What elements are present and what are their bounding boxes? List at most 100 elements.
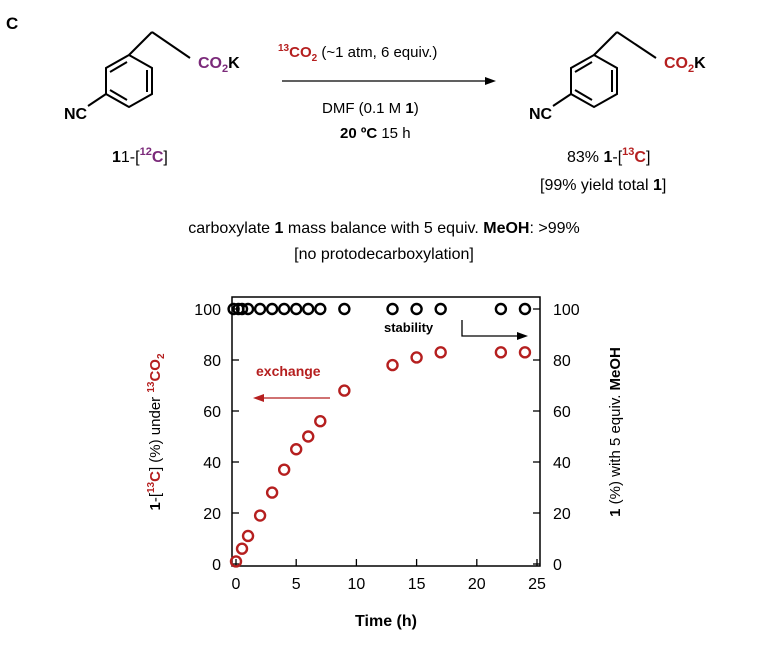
solvent-suffix: ): [414, 100, 419, 117]
reagent-isotope-mass: 13: [278, 43, 290, 54]
exchange-point: [265, 486, 279, 499]
stability-point: [241, 302, 255, 316]
stability-point: [494, 302, 508, 316]
exchange-point: [434, 346, 447, 359]
note-bold-meoh: MeOH: [483, 220, 529, 237]
reactant-isotope-mass: 12: [140, 146, 152, 158]
product-label-suffix: ]: [646, 149, 650, 166]
x-axis: 0 5 10 15 20 25: [232, 559, 546, 593]
ylabel-left-p8: 2: [156, 353, 167, 359]
y-axis-right: 0 20 40 60 80 100: [533, 302, 580, 574]
reagent-co-text: CO: [289, 44, 312, 61]
x-axis-label: Time (h): [355, 613, 417, 630]
ylabel-left-p7: CO: [147, 359, 164, 382]
stability-point: [290, 302, 303, 316]
stability-point: [265, 302, 279, 316]
product-number: 1: [603, 149, 612, 166]
stability-point: [518, 302, 532, 316]
y-tick-label-left: 40: [203, 455, 221, 472]
exchange-point: [410, 351, 423, 364]
reaction-time: 15 h: [377, 125, 410, 142]
y-tick-label-right: 40: [553, 455, 571, 472]
exchange-point: [235, 542, 249, 555]
reactant-label-prefix: 1-[: [121, 149, 140, 166]
x-tick-label: 5: [292, 576, 301, 593]
note-mid: mass balance with 5 equiv.: [283, 220, 483, 237]
ylabel-right-meoh: MeOH: [607, 347, 624, 390]
reactant-isotope-element: C: [152, 149, 164, 166]
reagent-co2-subscript: 2: [312, 53, 318, 64]
product-k-text: K: [694, 55, 706, 72]
reactant-nc-label: NC: [64, 106, 88, 123]
reactant-k-text: K: [228, 55, 240, 72]
reaction-arrow-head: [485, 77, 496, 85]
stability-point: [253, 302, 267, 316]
stability-point: [386, 302, 399, 316]
ylabel-left-p2: -[: [147, 492, 164, 502]
stability-point: [338, 302, 351, 316]
y-tick-label-right: 60: [553, 404, 571, 421]
solvent-conditions: DMF (0.1 M 1): [322, 100, 419, 117]
total-yield-suffix: ]: [662, 177, 666, 194]
exchange-point: [229, 555, 243, 568]
total-yield-bold: 1: [653, 177, 662, 194]
reactant-compound-label: 11-[12C]: [112, 146, 168, 166]
exchange-point: [518, 346, 532, 359]
ylabel-left-p4: C: [147, 471, 164, 482]
y-axis-label-right: 1 (%) with 5 equiv. MeOH: [607, 347, 624, 517]
exchange-point: [277, 463, 291, 476]
product-isotope-mass: 13: [622, 146, 634, 158]
stability-arrow-line: [461, 320, 518, 337]
mass-balance-note: carboxylate 1 mass balance with 5 equiv.…: [188, 220, 579, 237]
y-tick-label-left: 60: [203, 404, 221, 421]
note-bold-1: 1: [275, 220, 284, 237]
exchange-point: [241, 529, 255, 543]
y-tick-label-left: 80: [203, 353, 221, 370]
stability-point: [227, 302, 240, 316]
y-tick-label-right: 100: [553, 302, 580, 319]
stability-point: [410, 302, 423, 316]
y-tick-label-left: 100: [194, 302, 221, 319]
protodecarboxylation-note: [no protodecarboxylation]: [294, 246, 474, 263]
ylabel-right-rest: (%) with 5 equiv.: [607, 390, 624, 508]
ylabel-left-p1: 1: [147, 502, 164, 510]
exchange-annotation: exchange: [256, 363, 321, 379]
exchange-point: [494, 346, 508, 359]
panel-label: C: [6, 14, 19, 33]
y-tick-label-right: 80: [553, 353, 571, 370]
y-tick-label-left: 0: [212, 557, 221, 574]
solvent-prefix: DMF (0.1 M: [322, 100, 405, 117]
product-benzene-ring: [570, 53, 618, 109]
exchange-point: [302, 430, 315, 443]
x-tick-label: 20: [468, 576, 486, 593]
plot-frame: [231, 296, 541, 567]
y-tick-label-right: 20: [553, 506, 571, 523]
reactant-co2-subscript: 2: [222, 63, 228, 75]
reagent-condition-text: (~1 atm, 6 equiv.): [317, 44, 437, 61]
product-yield-label: 83% 1-[13C]: [567, 146, 650, 166]
x-tick-label: 15: [408, 576, 426, 593]
product-co2k: CO2K: [664, 55, 706, 75]
ylabel-left-p5: ] (%) under: [147, 393, 164, 471]
stability-point: [314, 302, 327, 316]
stability-point: [235, 302, 249, 316]
stability-annotation: stability: [384, 320, 434, 335]
series-layer: [227, 302, 532, 568]
product-co2-subscript: 2: [688, 63, 694, 75]
reactant-label-suffix: ]: [163, 149, 167, 166]
total-yield-prefix: [99% yield total: [540, 177, 653, 194]
reactant-co2k: CO2K: [198, 55, 240, 75]
note-suffix: : >99%: [529, 220, 579, 237]
x-tick-label: 25: [528, 576, 546, 593]
exchange-point: [314, 415, 327, 428]
stability-arrow-head: [517, 332, 528, 340]
note-prefix: carboxylate: [188, 220, 274, 237]
product-isotope-element: C: [634, 149, 646, 166]
exchange-point: [386, 358, 399, 372]
reactant-co-text: CO: [198, 55, 222, 72]
reactant-number: 1: [112, 149, 121, 166]
exchange-point: [338, 384, 351, 397]
reactant-structure: [87, 31, 191, 109]
chart: 0 5 10 15 20 25 0 20 40 60 80 100 0 20 40 60 80 100 Tim…: [146, 296, 624, 630]
ylabel-right-bold: 1: [607, 509, 624, 517]
